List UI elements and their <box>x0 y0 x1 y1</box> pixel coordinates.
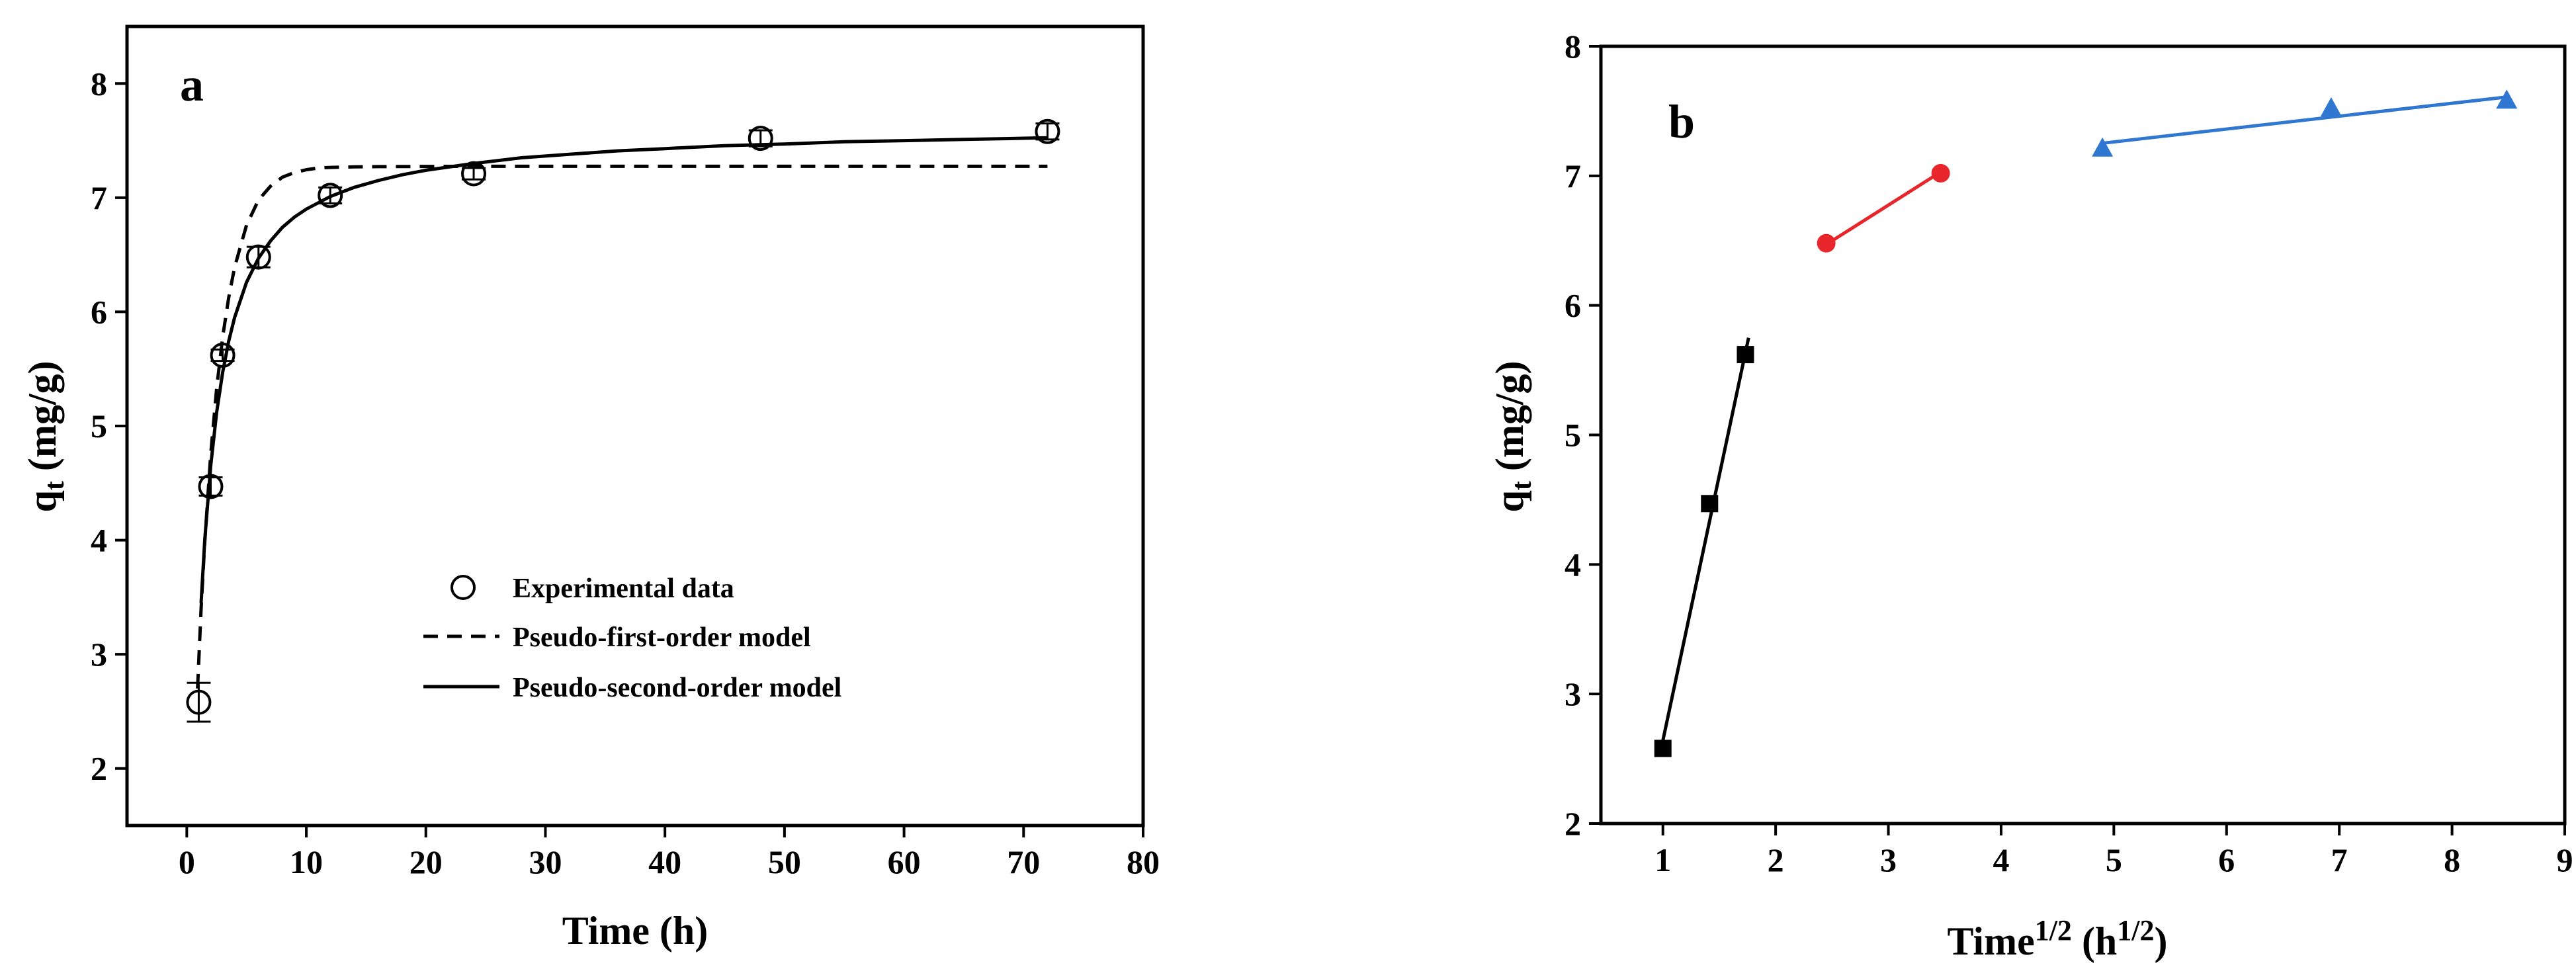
panel-b-y-axis-title: qt (mg/g) <box>1488 361 1537 513</box>
stage-3-point <box>2092 137 2114 157</box>
panel-a-tick-labels: 0 10 20 30 40 50 60 70 80 2 3 4 5 6 7 8 <box>91 65 1160 880</box>
stage-1-fit-line <box>1658 337 1750 751</box>
stage-2-point <box>1817 234 1836 253</box>
legend-item-pso: Pseudo-second-order model <box>423 673 841 703</box>
y-tick-label: 4 <box>91 522 107 559</box>
stage-3-point <box>2496 89 2518 109</box>
x-tick-label: 30 <box>529 843 562 880</box>
x-tick-label: 5 <box>2106 841 2122 878</box>
x-tick-label: 4 <box>1993 841 2009 878</box>
panel-b-x-title-main: Time <box>1947 919 2034 963</box>
x-tick-label: 70 <box>1007 843 1040 880</box>
experimental-marker <box>198 474 224 499</box>
y-tick-label: 5 <box>1565 417 1581 454</box>
y-tick-label: 8 <box>1565 28 1581 65</box>
panel-a-x-axis-title: Time (h) <box>562 909 708 953</box>
pfo-model-line <box>196 164 1048 689</box>
y-tick-label: 6 <box>91 293 107 330</box>
y-tick-label: 3 <box>91 636 107 673</box>
panel-b-y-title-unit: (mg/g) <box>1488 361 1531 482</box>
x-tick-label: 40 <box>648 843 681 880</box>
panel-b-x-title-sup: 1/2 <box>2035 914 2072 947</box>
experimental-point <box>198 474 224 499</box>
legend-item-experimental: Experimental data <box>451 573 734 604</box>
panel-b-label: b <box>1668 95 1695 148</box>
pso-model-line <box>199 136 1048 603</box>
y-tick-label: 4 <box>1565 546 1581 583</box>
panel-a-y-title-unit: (mg/g) <box>21 361 64 482</box>
panel-a-label: a <box>180 58 204 111</box>
experimental-marker <box>748 126 773 151</box>
x-tick-label: 0 <box>179 843 195 880</box>
stage-2-point <box>1931 163 1950 183</box>
y-tick-label: 3 <box>1565 675 1581 712</box>
x-tick-label: 8 <box>2444 841 2460 878</box>
y-tick-label: 8 <box>91 65 107 102</box>
stage-3-point <box>2320 97 2342 116</box>
panel-b-tick-labels: 1 2 3 4 5 6 7 8 9 2 3 4 5 6 7 8 <box>1565 28 2573 878</box>
panel-a-points <box>186 118 1060 723</box>
x-tick-label: 6 <box>2218 841 2235 878</box>
stage-3-fit-line <box>2100 95 2509 146</box>
experimental-marker <box>1035 118 1060 144</box>
panel-b-y-title-sub: t <box>1507 481 1537 490</box>
experimental-marker <box>318 183 343 208</box>
experimental-point <box>461 161 487 187</box>
experimental-point <box>318 183 343 208</box>
panel-a-y-title-sub: t <box>40 481 70 490</box>
y-tick-label: 5 <box>91 407 107 445</box>
x-tick-label: 9 <box>2557 841 2573 878</box>
panel-a-y-title-main: q <box>21 490 64 512</box>
x-tick-label: 60 <box>888 843 921 880</box>
experimental-marker <box>461 161 487 187</box>
panel-b-points <box>1654 89 2518 757</box>
x-tick-label: 50 <box>768 843 801 880</box>
y-tick-label: 6 <box>1565 287 1581 324</box>
panel-b-plot-frame <box>1599 44 2567 826</box>
stage-1-point <box>1654 740 1672 757</box>
experimental-point <box>245 244 271 270</box>
y-tick-label: 2 <box>1565 805 1581 842</box>
experimental-marker <box>186 689 212 715</box>
experimental-point <box>748 126 773 151</box>
y-tick-label: 7 <box>1565 157 1581 194</box>
x-tick-label: 3 <box>1880 841 1897 878</box>
stage-1-point <box>1701 495 1719 513</box>
x-tick-label: 1 <box>1654 841 1671 878</box>
panel-b-fit-lines <box>1658 95 2509 751</box>
x-tick-label: 7 <box>2331 841 2348 878</box>
y-tick-label: 7 <box>91 179 107 216</box>
legend-label-pfo: Pseudo-first-order model <box>513 622 811 653</box>
x-tick-label: 2 <box>1768 841 1784 878</box>
panel-a-y-axis-title: qt (mg/g) <box>21 361 70 513</box>
experimental-point <box>186 681 212 723</box>
y-tick-label: 2 <box>91 750 107 787</box>
experimental-point <box>210 343 236 368</box>
panel-a-chart: 0 10 20 30 40 50 60 70 80 2 3 4 5 6 7 8 a Time (h) qt (… <box>21 24 1160 953</box>
panel-a-lines <box>196 136 1048 689</box>
panel-b-ticks <box>1589 45 2566 835</box>
legend-item-pfo: Pseudo-first-order model <box>423 622 811 653</box>
stage-1-point <box>1737 346 1754 364</box>
panel-a-legend: Experimental data Pseudo-first-order mod… <box>423 573 841 703</box>
experimental-marker <box>210 343 236 368</box>
panel-b-x-axis-title: Time1/2 (h1/2) <box>1947 914 2167 963</box>
x-tick-label: 80 <box>1127 843 1160 880</box>
experimental-marker <box>245 244 271 270</box>
x-tick-label: 10 <box>290 843 323 880</box>
panel-a-plot-frame <box>125 24 1145 828</box>
stage-2-fit-line <box>1825 170 1942 246</box>
experimental-point <box>1035 118 1060 144</box>
panel-b-x-title-unit-sup: 1/2 <box>2117 914 2154 947</box>
legend-label-experimental: Experimental data <box>513 573 734 604</box>
x-tick-label: 20 <box>409 843 443 880</box>
panel-a-ticks <box>115 82 1144 837</box>
panel-b-x-title-unit-close: ) <box>2155 919 2168 963</box>
legend-marker-experimental <box>451 575 476 600</box>
panel-b-y-title-main: q <box>1488 490 1531 512</box>
panel-b-x-title-unit-open: (h <box>2072 919 2117 963</box>
legend-label-pso: Pseudo-second-order model <box>513 673 841 703</box>
